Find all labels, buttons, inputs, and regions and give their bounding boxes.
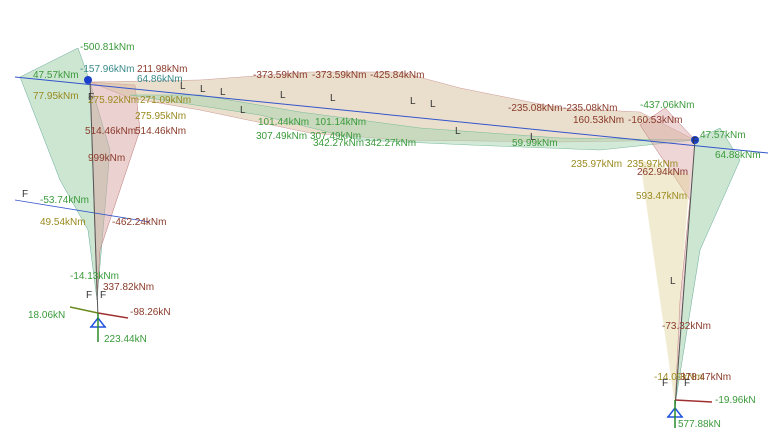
force-label: -235.08kNm [563,103,617,114]
force-label: 211.98kNm [137,64,187,75]
force-label: -425.84kNm [370,70,424,81]
force-label: 262.94kNm [637,167,688,178]
force-label: 307.49kNm [310,131,361,142]
force-label: -235.08kNm [508,103,562,114]
member-marker: L [530,132,536,143]
force-label: 18.06kN [28,310,65,321]
force-label: 342.27kNm [365,138,416,149]
force-label: 271.09kNm [140,95,191,106]
member-marker: F [22,189,28,200]
force-label: 593.47kNm [636,191,687,202]
force-label: 47.57kNm [700,130,746,141]
force-label: -19.96kN [715,395,756,406]
force-label: 275.95kNm [135,111,186,122]
force-label: -14.09kNm [654,372,703,383]
tie-axis [14,199,151,223]
beam-moment [89,71,696,143]
force-label: -157.96kNm [80,64,134,75]
joint [691,136,699,144]
force-label: 337.82kNm [103,282,154,293]
left-support [69,306,129,342]
force-label: 223.44kN [104,334,147,345]
force-label: 77.95kNm [33,91,79,102]
member-marker: F [86,290,92,301]
force-label: 64.88kNm [715,150,761,161]
force-label: 378.47kNm [680,372,731,383]
member-marker: L [330,93,336,104]
force-label: 514.46kNm [85,126,136,137]
member-marker: L [280,90,286,101]
force-label: 577.88kN [678,419,721,430]
left-column [89,79,99,319]
force-label: 49.54kNm [40,217,86,228]
right-column [674,139,696,409]
force-label: -373.59kNm [253,70,307,81]
force-label: -500.81kNm [80,42,134,53]
member-marker: L [670,276,676,287]
force-label: -437.06kNm [640,100,694,111]
force-label: 342.27kNm [313,138,364,149]
force-label: -98.26kN [130,307,171,318]
force-label: 101.14kNm [315,117,366,128]
force-label: 235.97kNm [627,159,678,170]
force-label: 307.49kNm [256,131,307,142]
force-label: 47.57kNm [33,70,79,81]
joint [84,76,92,84]
force-label: 160.53kNm [573,115,624,126]
right-support [666,399,713,428]
member-marker: L [410,96,416,107]
force-label: -160.53kNm [628,115,682,126]
member-marker: L [240,105,246,116]
left-column-moment [89,81,141,301]
member-marker: F [692,136,698,147]
force-label: 999kNm [88,153,125,164]
force-label: -14.13kNm [70,271,119,282]
member-marker: F [88,92,94,103]
member-marker: F [100,290,106,301]
force-label: -373.59kNm [312,70,366,81]
force-label: -462.24kNm [112,217,166,228]
force-label: 235.97kNm [571,159,622,170]
member-marker: L [430,99,436,110]
beam-axis [14,76,768,154]
force-label: 101.44kNm [258,117,309,128]
force-label: 64.86kNm [137,74,183,85]
force-label: 275.92kNm [88,95,139,106]
member-marker: F [662,378,668,389]
member-marker: L [220,87,226,98]
force-label: 514.46kNm [135,126,186,137]
member-marker: L [200,84,206,95]
force-label: -73.32kNm [662,321,711,332]
right-column-axial [640,160,690,405]
force-label: -53.74kNm [40,195,89,206]
member-marker: F [684,378,690,389]
force-label: 59.99kNm [512,138,558,149]
member-marker: L [455,126,461,137]
member-marker: L [180,81,186,92]
